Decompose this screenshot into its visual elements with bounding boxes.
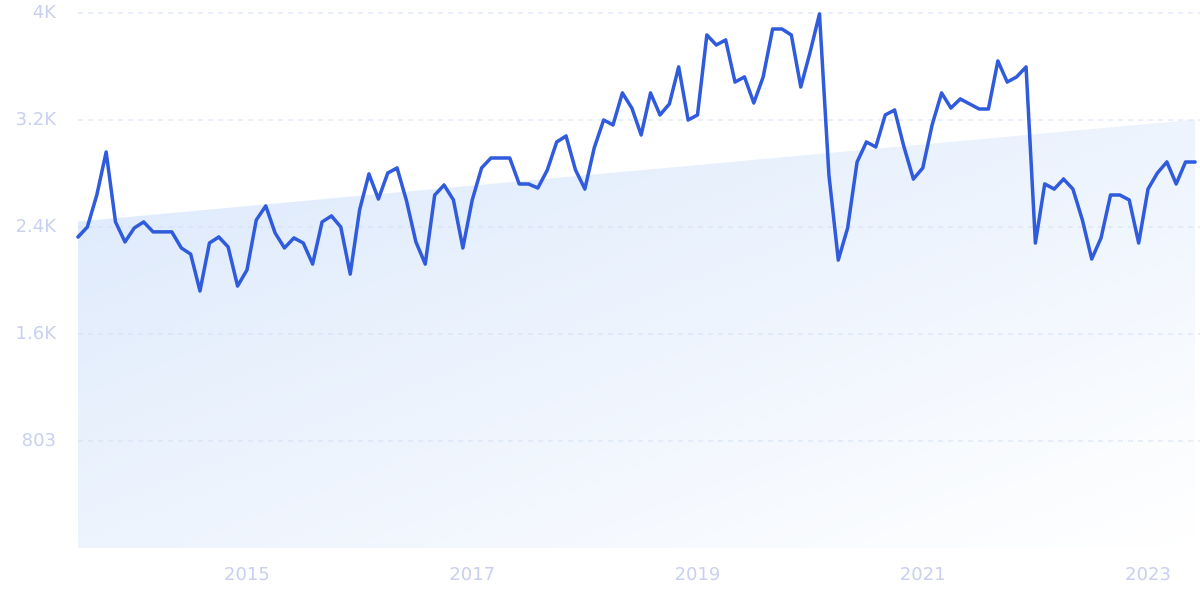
y-tick-label: 803 (22, 430, 56, 451)
x-tick-label: 2023 (1125, 564, 1171, 585)
x-tick-label: 2019 (675, 564, 721, 585)
y-tick-label: 2.4K (16, 216, 58, 237)
x-tick-label: 2021 (900, 564, 946, 585)
y-tick-label: 3.2K (16, 109, 58, 130)
x-tick-label: 2017 (449, 564, 495, 585)
y-tick-label: 4K (33, 2, 57, 23)
trend-area (78, 119, 1195, 548)
y-tick-label: 1.6K (16, 323, 58, 344)
x-tick-label: 2015 (224, 564, 270, 585)
data-line (76, 12, 1197, 293)
